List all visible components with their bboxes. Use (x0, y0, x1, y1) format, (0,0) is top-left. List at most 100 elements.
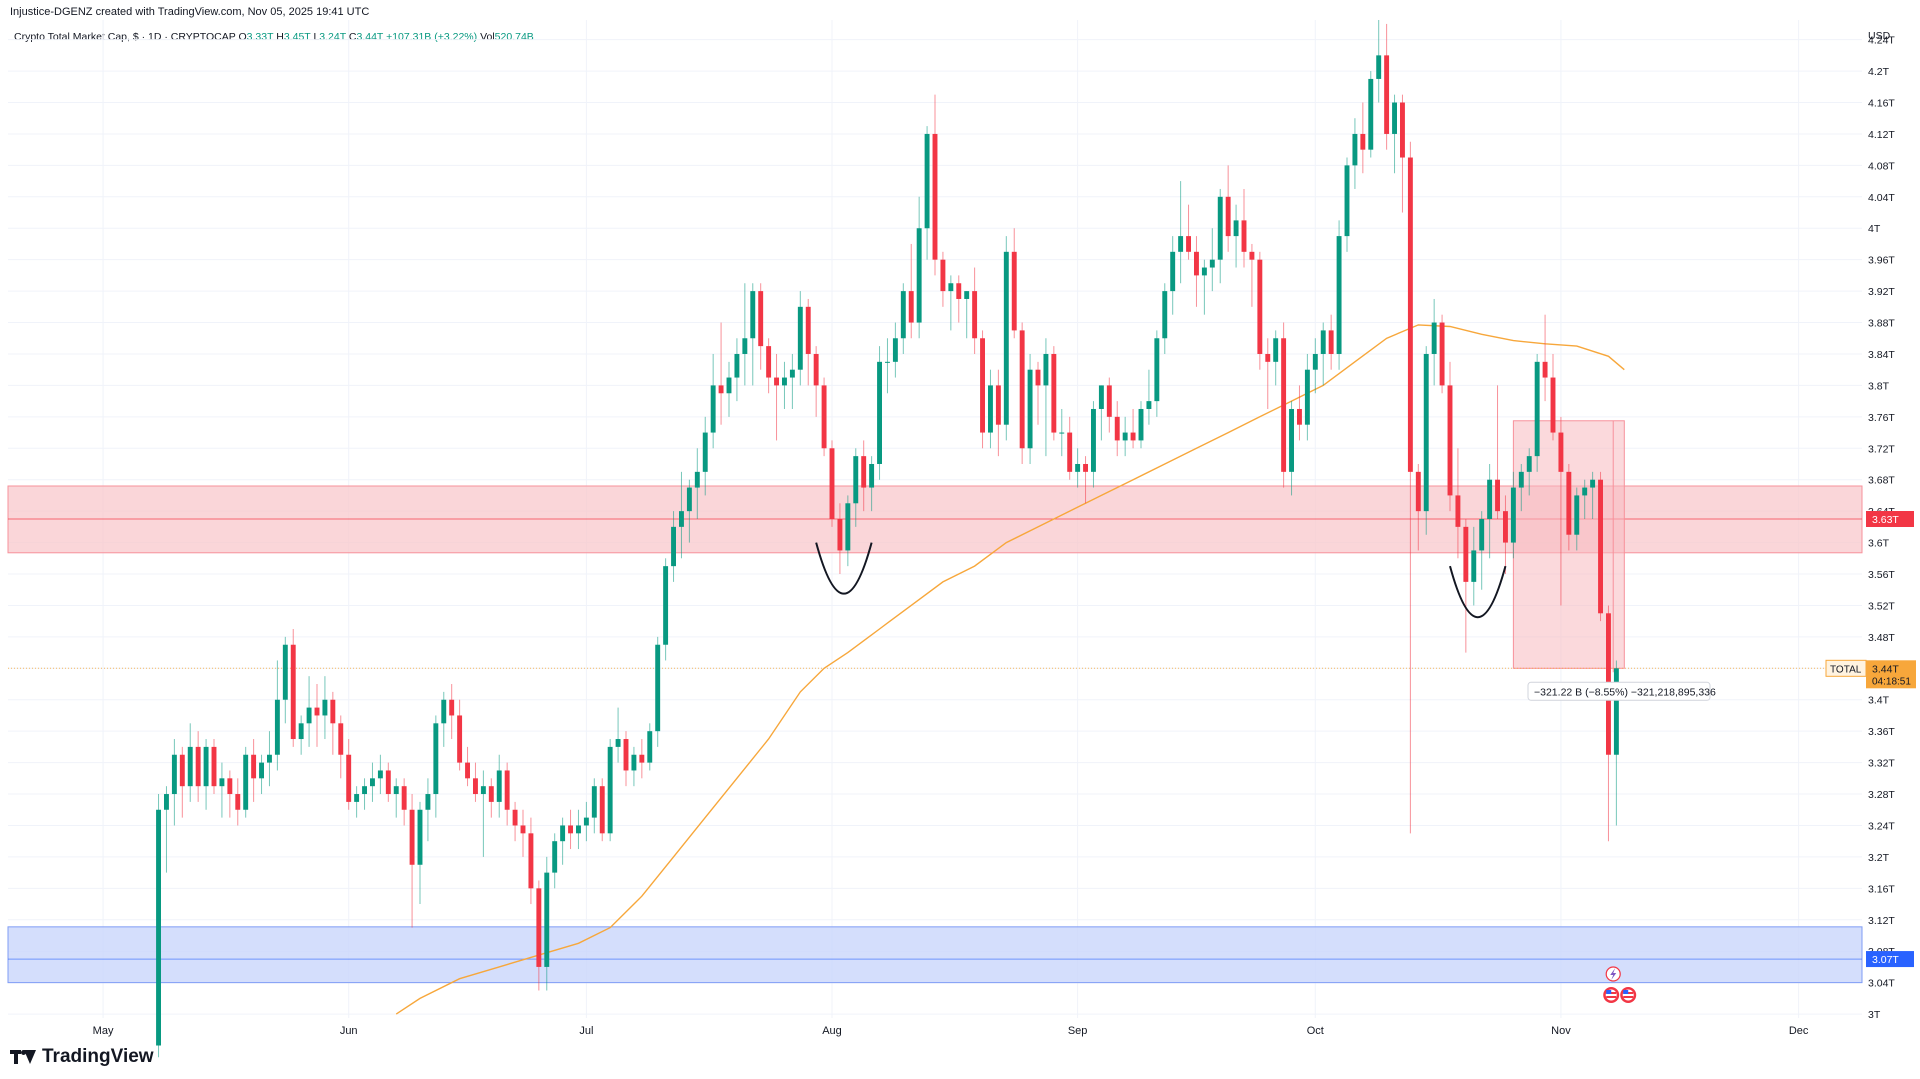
candle-body (203, 746, 209, 787)
price-axis-tick: 3.16T (1868, 883, 1895, 895)
price-axis-tick: 3.12T (1868, 915, 1895, 927)
candle-up (789, 353, 795, 409)
candle-body (187, 746, 193, 787)
candle-up (552, 833, 558, 889)
candle-up (496, 754, 502, 818)
time-axis[interactable]: May Jun Jul Aug Sep Oct Nov Dec (93, 1025, 1809, 1037)
candle-up (1487, 463, 1493, 559)
price-axis-tick: 3.08T (1868, 946, 1895, 958)
price-axis-tick: 3.2T (1868, 852, 1890, 864)
candle-body (282, 644, 288, 700)
candle-up (1059, 408, 1065, 457)
legend-close: 3.44T (356, 31, 384, 43)
flag-icon-stripe (1606, 996, 1617, 998)
candle-up (1233, 204, 1239, 268)
candle-body (1043, 353, 1049, 386)
candle-down (1019, 322, 1025, 464)
candle-body (1312, 353, 1318, 370)
candle-up (734, 338, 740, 402)
candle-body (972, 291, 978, 339)
current-price-tag-bg (1866, 660, 1916, 689)
candle-down (1130, 408, 1136, 449)
candle-down (401, 778, 407, 826)
candle-body (1130, 432, 1136, 441)
time-axis-label: Jul (579, 1025, 593, 1037)
candle-down (1241, 188, 1247, 268)
candle-up (1162, 283, 1168, 354)
candle-down (1606, 605, 1611, 842)
candle-down (195, 731, 201, 802)
candle-body (1542, 361, 1548, 378)
legend-open: 3.33T (246, 31, 274, 43)
candle-body (1550, 377, 1556, 433)
candle-body (1471, 550, 1477, 582)
candle-down (980, 330, 985, 449)
candle-up (694, 448, 700, 519)
candle-body (686, 487, 692, 512)
candle-up (591, 778, 597, 834)
candle-body (1518, 471, 1524, 488)
candle-down (1249, 243, 1255, 307)
candle-up (560, 817, 566, 865)
candle-down (211, 739, 217, 795)
candle-body (750, 291, 756, 339)
candle-body (171, 754, 177, 795)
candle-down (837, 503, 843, 575)
cup-pattern-drawing (1449, 565, 1507, 618)
candle-body (1170, 251, 1176, 292)
candle-body (1352, 133, 1358, 166)
current-price-tag-text: 3.44T (1872, 663, 1899, 675)
candle-body (956, 283, 962, 299)
candle-body (1019, 330, 1025, 449)
symbol-name-tag: TOTAL (1830, 664, 1862, 675)
candle-up (1201, 259, 1207, 315)
candle-body (789, 369, 795, 378)
candle-body (393, 786, 399, 795)
price-axis-tick: 3.88T (1868, 318, 1895, 330)
candle-body (1582, 487, 1588, 496)
legend-symbol[interactable]: Crypto Total Market Cap, $ · 1D · CRYPTO… (14, 31, 236, 43)
candle-body (853, 456, 859, 504)
time-axis-label: Jun (340, 1025, 358, 1037)
candle-body (726, 377, 732, 394)
candle-body (1289, 408, 1294, 472)
us-flag-icon (1603, 987, 1620, 1003)
candle-body (1098, 385, 1104, 409)
time-axis-label: Aug (822, 1025, 842, 1037)
candle-body (1225, 196, 1231, 237)
flag-icon-canton (1623, 990, 1629, 994)
candle-body (1606, 613, 1611, 755)
candle-down (829, 440, 835, 527)
candle-down (251, 739, 257, 802)
candle-up (615, 707, 621, 763)
candle-body (235, 794, 241, 810)
price-axis-tick: 3.04T (1868, 978, 1895, 990)
candle-body (259, 762, 264, 779)
candle-down (1455, 448, 1461, 559)
candle-up (686, 479, 692, 543)
flag-icon-circle (1620, 987, 1637, 1003)
candle-body (496, 770, 502, 802)
candle-down (1384, 23, 1390, 150)
candle-down (1407, 141, 1413, 834)
candle-body (932, 133, 938, 260)
candle-body (1400, 102, 1405, 158)
candle-up (203, 739, 209, 810)
candle-down (449, 684, 455, 740)
candle-up (1431, 298, 1437, 386)
price-axis-tick: 3.68T (1868, 475, 1895, 487)
candle-down (457, 699, 463, 771)
price-axis-tick: 3.8T (1868, 380, 1890, 392)
candle-down (1542, 314, 1548, 402)
candle-body (694, 471, 700, 488)
candle-down (1186, 204, 1191, 260)
candle-up (1534, 353, 1540, 472)
candle-up (845, 495, 851, 567)
resistance-price-tag: 3.63T (1866, 511, 1914, 527)
candle-up (924, 126, 930, 260)
candle-body (1431, 322, 1437, 354)
